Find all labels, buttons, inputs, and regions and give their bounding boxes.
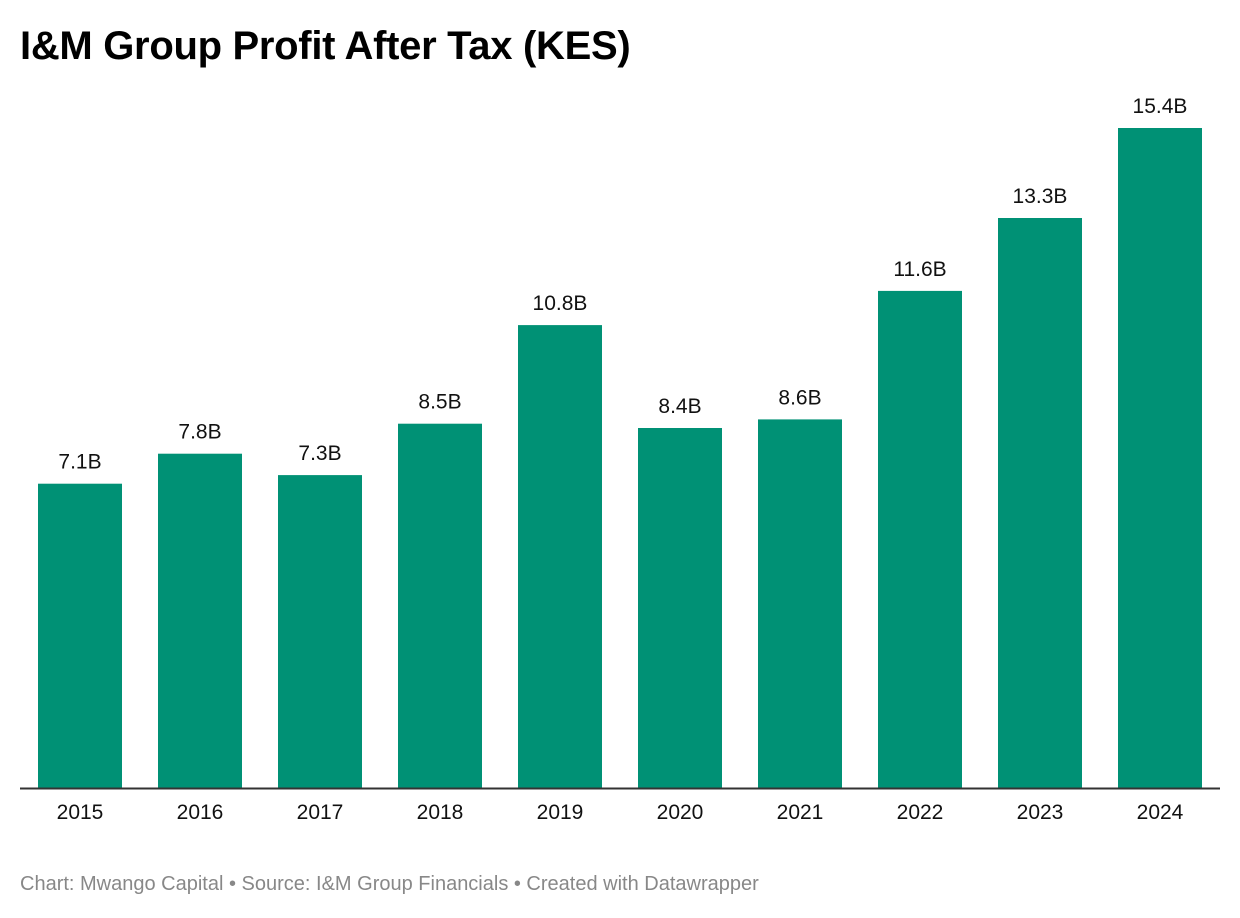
x-tick-labels-group: 2015 2016 2017 2018 2019 2020 2021 2022 2023 2024 xyxy=(57,801,1184,824)
value-label-2017: 7.3B xyxy=(298,442,341,465)
bar-chart: 7.1B 7.8B 7.3B 8.5B 10.8B 8.4B 8.6B 11.6B 13.3B 1… xyxy=(20,95,1220,824)
value-label-2024: 15.4B xyxy=(1133,95,1188,118)
x-tick-label-2015: 2015 xyxy=(57,801,104,824)
value-label-2023: 13.3B xyxy=(1013,185,1068,208)
bars-group xyxy=(38,128,1202,788)
x-tick-label-2020: 2020 xyxy=(657,801,704,824)
bar-2020 xyxy=(638,428,722,788)
value-label-2015: 7.1B xyxy=(58,451,101,474)
value-label-2020: 8.4B xyxy=(658,395,701,418)
bar-2019 xyxy=(518,325,602,788)
x-tick-label-2023: 2023 xyxy=(1017,801,1064,824)
value-label-2019: 10.8B xyxy=(533,292,588,315)
x-tick-label-2016: 2016 xyxy=(177,801,224,824)
x-tick-label-2021: 2021 xyxy=(777,801,824,824)
value-label-2016: 7.8B xyxy=(178,421,221,444)
bar-2024 xyxy=(1118,128,1202,788)
value-label-2022: 11.6B xyxy=(893,258,946,281)
x-tick-label-2022: 2022 xyxy=(897,801,944,824)
bar-2016 xyxy=(158,453,242,788)
x-tick-label-2019: 2019 xyxy=(537,801,584,824)
x-tick-label-2018: 2018 xyxy=(417,801,464,824)
value-labels-group: 7.1B 7.8B 7.3B 8.5B 10.8B 8.4B 8.6B 11.6B 13.3B 1… xyxy=(58,95,1187,474)
x-tick-label-2024: 2024 xyxy=(1137,801,1184,824)
chart-title: I&M Group Profit After Tax (KES) xyxy=(20,24,631,68)
bar-2017 xyxy=(278,475,362,788)
bar-2022 xyxy=(878,290,962,788)
bar-2015 xyxy=(38,483,122,788)
bar-2021 xyxy=(758,419,842,788)
value-label-2021: 8.6B xyxy=(778,386,821,409)
chart-footer: Chart: Mwango Capital • Source: I&M Grou… xyxy=(20,873,759,895)
bar-2023 xyxy=(998,218,1082,788)
value-label-2018: 8.5B xyxy=(418,391,461,414)
bar-2018 xyxy=(398,423,482,788)
x-tick-label-2017: 2017 xyxy=(297,801,344,824)
